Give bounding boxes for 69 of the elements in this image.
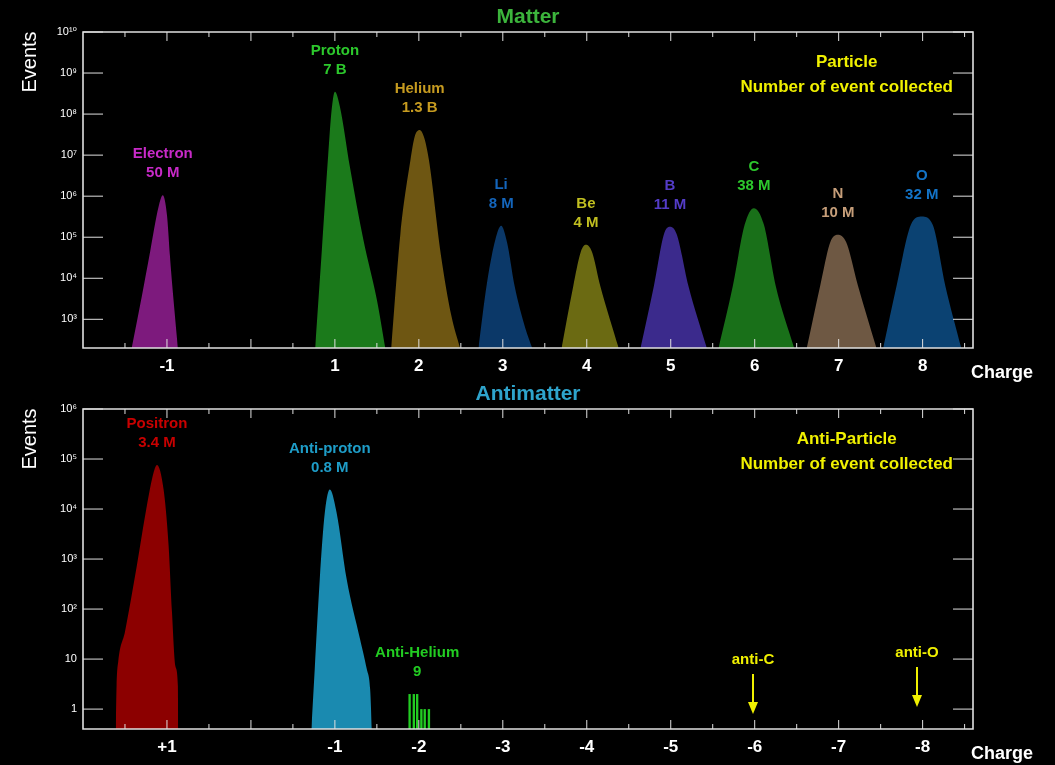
chart-title: Matter — [496, 3, 560, 27]
chart-title: Antimatter — [475, 380, 581, 404]
y-tick-label: 10⁵ — [60, 452, 77, 465]
y-tick-label: 10³ — [61, 312, 78, 325]
text: B — [664, 175, 676, 193]
annotation: 32 M — [905, 184, 939, 202]
x-tick-label: 3 — [498, 355, 508, 375]
x-tick-label: -4 — [579, 736, 595, 756]
y-axis-title: Events — [17, 31, 40, 93]
text: Electron — [132, 144, 193, 162]
text: N — [832, 183, 844, 201]
annotation: 0.8 M — [311, 457, 349, 475]
y-tick-label: 10⁸ — [60, 107, 77, 120]
x-tick-label: 2 — [414, 355, 424, 375]
text: Positron — [126, 414, 188, 432]
x-tick-label: 7 — [833, 355, 844, 375]
x-tick-label: 8 — [917, 355, 928, 375]
x-tick-label: +1 — [157, 736, 177, 756]
x-axis-title: Charge — [970, 742, 1033, 763]
x-tick-label: -5 — [663, 736, 679, 756]
text: Proton — [310, 40, 360, 58]
text: Be — [576, 193, 596, 211]
x-tick-label: 1 — [330, 355, 340, 375]
annotation: 7 B — [323, 59, 347, 77]
y-tick-label: 10³ — [61, 552, 78, 565]
y-tick-label: 10 — [64, 652, 77, 665]
annotation: 38 M — [737, 176, 771, 194]
y-tick-label: 10⁴ — [60, 502, 78, 515]
x-tick-label: 5 — [666, 355, 676, 375]
annotation: 1.3 B — [401, 98, 438, 116]
text: Li — [494, 174, 508, 192]
y-tick-label: 10⁵ — [60, 230, 77, 243]
text: Helium — [394, 79, 445, 97]
y-tick-label: 10⁴ — [60, 271, 78, 284]
annotation: Particle — [816, 51, 878, 71]
x-tick-label: 6 — [749, 355, 760, 375]
y-axis-title: Events — [17, 408, 40, 470]
annotation: anti-C — [731, 650, 775, 668]
x-tick-label: -6 — [747, 736, 763, 756]
x-tick-label: -7 — [831, 736, 847, 756]
y-tick-label: 10⁹ — [60, 66, 77, 79]
text: Anti-proton — [289, 438, 371, 456]
y-tick-label: 10⁶ — [60, 189, 77, 202]
annotation: 11 M — [653, 194, 687, 212]
annotation: Number of event collected — [740, 453, 954, 473]
annotation: Anti-Particle — [796, 428, 897, 448]
annotation: Number of event collected — [740, 76, 954, 96]
y-tick-label: 10⁶ — [60, 402, 77, 415]
y-tick-label: 10² — [61, 602, 78, 615]
y-tick-label: 10⁷ — [60, 148, 78, 161]
x-tick-label: -1 — [327, 736, 343, 756]
annotation: 8 M — [488, 193, 514, 211]
x-tick-label: -3 — [495, 736, 511, 756]
y-tick-label: 10¹⁰ — [56, 25, 78, 38]
annotation: 10 M — [821, 202, 855, 220]
annotation: 50 M — [146, 163, 180, 181]
annotation: anti-O — [895, 643, 939, 661]
text: Anti-Helium — [375, 643, 460, 661]
x-tick-label: -8 — [915, 736, 931, 756]
y-tick-label: 1 — [70, 702, 77, 715]
text: O — [915, 165, 928, 183]
x-tick-label: -2 — [411, 736, 427, 756]
text: C — [748, 157, 760, 175]
annotation: 3.4 M — [138, 433, 176, 451]
annotation: 9 — [413, 662, 422, 680]
x-tick-label: -1 — [159, 355, 175, 375]
annotation: 4 M — [573, 212, 599, 230]
x-tick-label: 4 — [582, 355, 593, 375]
x-axis-title: Charge — [970, 361, 1033, 382]
